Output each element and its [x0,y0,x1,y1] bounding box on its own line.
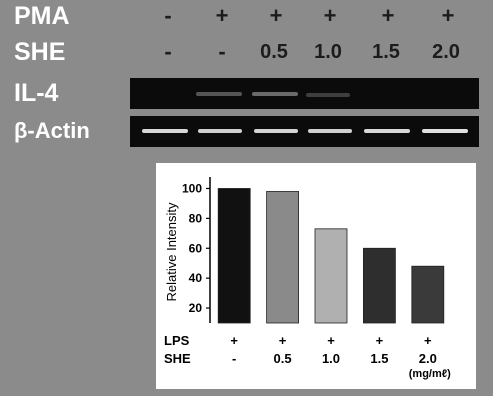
y-tick-label: 60 [189,241,203,255]
actin-label: β-Actin [14,118,90,143]
bar [266,191,299,324]
x-tick-label: 1.0 [322,351,340,366]
lps-value: + [327,333,335,348]
x-tick-label: 1.5 [370,351,388,366]
actin-row: β-Actin [0,115,493,147]
she-value: - [218,39,226,64]
il4-label: IL-4 [14,79,59,107]
bar [411,265,445,324]
x-tick-label: 2.0 [419,351,437,366]
pma-value: + [269,3,283,28]
pma-value: + [441,3,455,28]
she-value: 0.5 [260,41,288,63]
lps-value: + [230,333,238,348]
actin-band [364,129,410,133]
y-tick-label: 80 [189,211,203,225]
y-axis-label: Relative Intensity [164,202,179,301]
pma-value: + [323,3,337,28]
she-label: SHE [164,351,191,366]
x-tick-label: 0.5 [274,351,292,366]
pma-label: PMA [14,2,70,30]
actin-band [422,129,468,133]
she-value: 2.0 [432,41,460,63]
bar [314,228,348,324]
pma-value: + [215,3,229,28]
actin-gel [130,116,479,147]
il4-band [252,92,298,96]
y-tick-label: 40 [189,271,203,285]
il4-gel [130,78,479,109]
bar-chart: Relative Intensity 20 40 60 80 100 LPS SHE + + + + +… [156,163,476,389]
y-tick-label: 20 [189,301,203,315]
she-value: 1.5 [372,41,400,63]
y-tick-label: 100 [182,181,202,195]
bar [217,188,251,324]
pma-value: - [164,3,172,28]
she-value: - [164,39,172,64]
actin-band [254,129,298,133]
pma-value: + [381,3,395,28]
she-label: SHE [14,38,66,66]
actin-band [142,129,188,133]
bar [362,247,396,324]
lps-value: + [376,333,384,348]
bar-chart-svg: Relative Intensity 20 40 60 80 100 LPS SHE + + + + +… [164,177,451,380]
il4-row: IL-4 [0,77,493,109]
she-row: SHE - - 0.5 1.0 1.5 2.0 [0,36,493,68]
unit-label: (mg/mℓ) [409,368,451,380]
she-value: 1.0 [314,41,342,63]
actin-band [198,129,242,133]
pma-row: PMA - + + + + + [0,0,493,32]
lps-label: LPS [164,333,190,348]
x-tick-label: - [232,351,236,366]
lps-value: + [279,333,287,348]
il4-band [306,93,350,97]
actin-band [308,129,352,133]
il4-band [196,92,242,96]
lps-value: + [424,333,432,348]
